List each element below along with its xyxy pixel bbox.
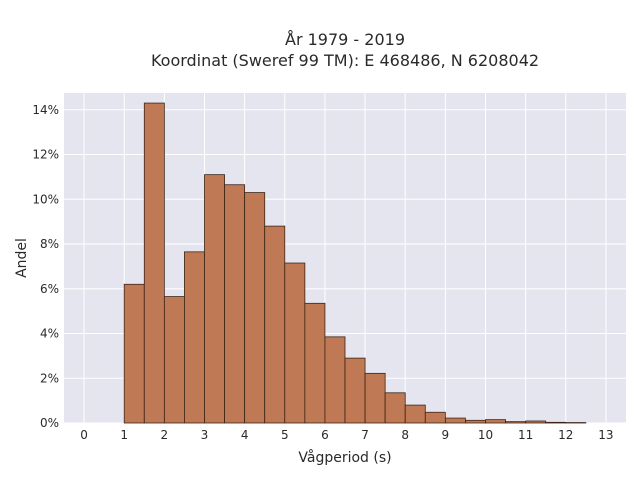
- x-tick-label: 7: [361, 428, 369, 442]
- x-tick-label: 3: [201, 428, 209, 442]
- x-tick-label: 11: [518, 428, 533, 442]
- x-axis-ticks: 0 1 2 3 4 5 6 7 8 9 10 11 12 13: [80, 428, 613, 442]
- y-tick-label: 0%: [40, 416, 59, 430]
- histogram-bar: [444, 417, 466, 424]
- histogram-bar: [424, 411, 446, 424]
- x-tick-label: 6: [321, 428, 329, 442]
- x-axis-label: Vågperiod (s): [298, 449, 391, 466]
- y-tick-label: 6%: [40, 282, 59, 296]
- histogram-bar: [525, 420, 547, 424]
- y-tick-label: 8%: [40, 237, 59, 251]
- histogram-bar: [344, 357, 366, 424]
- histogram-bar: [465, 419, 486, 424]
- histogram-bar: [143, 102, 165, 424]
- histogram-bar: [184, 251, 205, 424]
- x-tick-label: 0: [80, 428, 88, 442]
- x-tick-label: 10: [478, 428, 493, 442]
- y-tick-label: 14%: [32, 103, 59, 117]
- y-tick-label: 4%: [40, 327, 59, 341]
- histogram-bar: [163, 296, 185, 424]
- x-tick-label: 12: [558, 428, 573, 442]
- x-tick-label: 4: [241, 428, 249, 442]
- histogram-bar: [485, 419, 506, 424]
- x-tick-label: 9: [442, 428, 450, 442]
- histogram-bar: [404, 404, 426, 424]
- y-tick-label: 2%: [40, 371, 59, 385]
- histogram-bar: [505, 421, 527, 424]
- y-tick-label: 10%: [32, 192, 59, 206]
- histogram-bar: [123, 283, 145, 424]
- histogram-bar: [224, 184, 246, 424]
- x-tick-label: 13: [598, 428, 613, 442]
- histogram-bar: [304, 302, 326, 424]
- chart-title-line2: Koordinat (Sweref 99 TM): E 468486, N 62…: [151, 51, 539, 70]
- x-tick-label: 1: [120, 428, 128, 442]
- x-tick-label: 8: [401, 428, 409, 442]
- histogram-bar: [264, 225, 286, 424]
- histogram-bar: [384, 392, 406, 424]
- x-tick-label: 2: [161, 428, 169, 442]
- x-tick-label: 5: [281, 428, 289, 442]
- histogram-bar: [244, 192, 266, 424]
- bars: [123, 102, 587, 424]
- y-axis-label: Andel: [14, 238, 30, 278]
- y-axis-ticks: 0% 2% 4% 6% 8% 10% 12% 14%: [32, 103, 59, 430]
- chart-title-line1: År 1979 - 2019: [285, 30, 405, 49]
- y-tick-label: 12%: [32, 148, 59, 162]
- histogram-bar: [204, 174, 225, 424]
- histogram-bar: [364, 372, 386, 424]
- histogram-bar: [545, 421, 567, 424]
- histogram-bar: [284, 262, 306, 424]
- histogram-bar: [324, 336, 346, 424]
